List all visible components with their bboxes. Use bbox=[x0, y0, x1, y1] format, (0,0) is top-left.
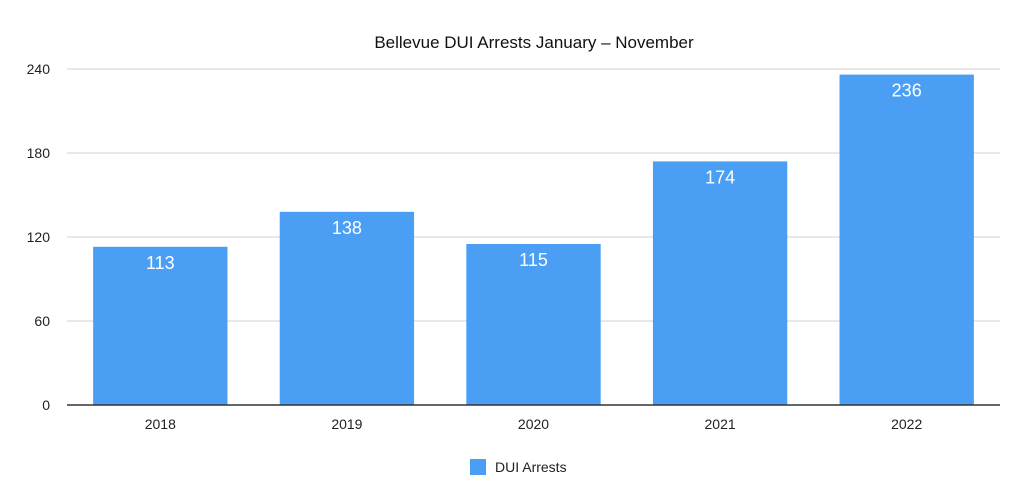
bars: 113 138 115 174 236 bbox=[93, 74, 974, 405]
legend-label: DUI Arrests bbox=[495, 459, 567, 475]
x-axis-ticks: 2018 2019 2020 2021 2022 bbox=[145, 416, 923, 432]
bar-2019 bbox=[279, 211, 415, 405]
x-tick-label: 2022 bbox=[891, 416, 922, 432]
x-tick-label: 2019 bbox=[331, 416, 362, 432]
bar-2018 bbox=[93, 246, 228, 405]
bar-value-label: 174 bbox=[705, 167, 735, 187]
legend: DUI Arrests bbox=[470, 459, 567, 475]
y-axis-ticks: 0 60 120 180 240 bbox=[27, 61, 51, 413]
legend-swatch bbox=[470, 459, 486, 475]
y-tick-label: 60 bbox=[34, 313, 50, 329]
y-tick-label: 120 bbox=[27, 229, 51, 245]
x-tick-label: 2020 bbox=[518, 416, 549, 432]
bar-2022 bbox=[839, 74, 974, 405]
bar-value-label: 138 bbox=[332, 218, 362, 238]
x-tick-label: 2018 bbox=[145, 416, 176, 432]
bar-value-label: 115 bbox=[519, 250, 548, 270]
x-tick-label: 2021 bbox=[705, 416, 736, 432]
bar-2021 bbox=[652, 161, 788, 405]
bar-2020 bbox=[466, 244, 601, 405]
chart-title: Bellevue DUI Arrests January – November bbox=[374, 33, 694, 52]
bar-value-label: 113 bbox=[146, 253, 175, 273]
bar-value-label: 236 bbox=[892, 81, 922, 101]
y-tick-label: 180 bbox=[27, 145, 51, 161]
y-tick-label: 0 bbox=[42, 397, 50, 413]
y-tick-label: 240 bbox=[27, 61, 51, 77]
